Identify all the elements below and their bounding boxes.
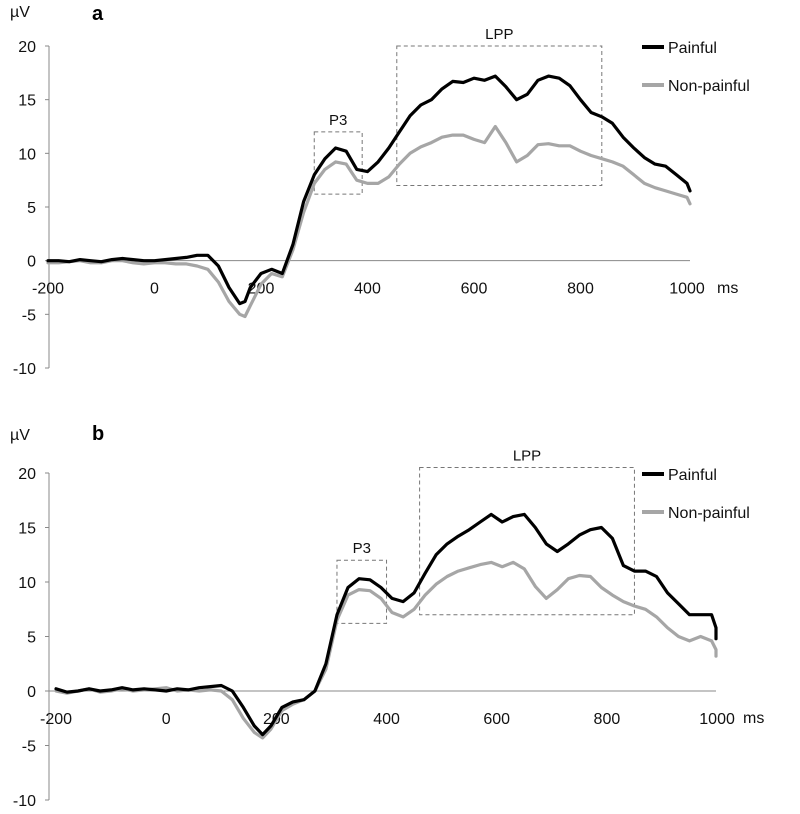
x-tick-label: 1000 xyxy=(699,711,735,728)
panel-label: b xyxy=(92,423,104,445)
legend-label-painful: Painful xyxy=(668,40,717,57)
component-box-lpp xyxy=(419,467,635,616)
y-tick-label: 5 xyxy=(27,630,36,647)
y-tick-label: -5 xyxy=(22,739,36,756)
component-box-p3 xyxy=(336,559,388,624)
y-tick-label: 10 xyxy=(18,146,36,163)
series-line-painful xyxy=(54,512,718,737)
x-tick-label: 0 xyxy=(162,711,171,728)
y-tick-label: 0 xyxy=(27,254,36,271)
legend-label-non-painful: Non-painful xyxy=(668,505,750,522)
x-tick-label: 1000 xyxy=(669,281,705,298)
y-tick-label: 5 xyxy=(27,200,36,217)
panel-b: µV b ms Painful Non-painful 20 15 10 5 0 -5 -1… xyxy=(10,423,764,810)
y-tick-label: 20 xyxy=(18,466,36,483)
y-tick-label: -10 xyxy=(13,361,36,378)
x-tick-label: -200 xyxy=(40,711,72,728)
x-tick-label: 400 xyxy=(373,711,400,728)
x-tick-label: -200 xyxy=(32,281,64,298)
x-tick-label: 800 xyxy=(567,281,594,298)
series-line-non-painful xyxy=(46,124,692,319)
x-tick-label: 600 xyxy=(461,281,488,298)
component-box-lpp xyxy=(396,45,603,187)
x-tick-label: 400 xyxy=(354,281,381,298)
x-tick-label: 600 xyxy=(483,711,510,728)
legend-label-painful: Painful xyxy=(668,467,717,484)
panel-label: a xyxy=(92,3,104,25)
legend-label-non-painful: Non-painful xyxy=(668,78,750,95)
y-tick-label: 20 xyxy=(18,39,36,56)
component-box-p3 xyxy=(313,131,363,195)
y-tick-label: 15 xyxy=(18,521,36,538)
x-unit-label: ms xyxy=(717,280,738,297)
component-label-lpp: LPP xyxy=(513,448,541,465)
y-tick-label: -10 xyxy=(13,793,36,810)
y-unit-label: µV xyxy=(10,4,30,21)
y-tick-label: 15 xyxy=(18,93,36,110)
y-tick-label: 10 xyxy=(18,575,36,592)
x-tick-label: 800 xyxy=(594,711,621,728)
legend: Painful Non-painful xyxy=(642,467,750,522)
component-label-p3: P3 xyxy=(353,540,371,557)
y-tick-label: 0 xyxy=(27,684,36,701)
x-tick-label: 200 xyxy=(248,281,275,298)
series-line-painful xyxy=(46,74,692,306)
panel-a: µV a ms Painful Non-painful 20 15 10 5 0 -5 -1… xyxy=(10,3,750,378)
x-tick-label: 0 xyxy=(150,281,159,298)
component-label-p3: P3 xyxy=(329,112,347,129)
legend: Painful Non-painful xyxy=(642,40,750,95)
x-unit-label: ms xyxy=(743,710,764,727)
y-unit-label: µV xyxy=(10,427,30,444)
y-tick-label: -5 xyxy=(22,307,36,324)
component-label-lpp: LPP xyxy=(485,26,513,43)
